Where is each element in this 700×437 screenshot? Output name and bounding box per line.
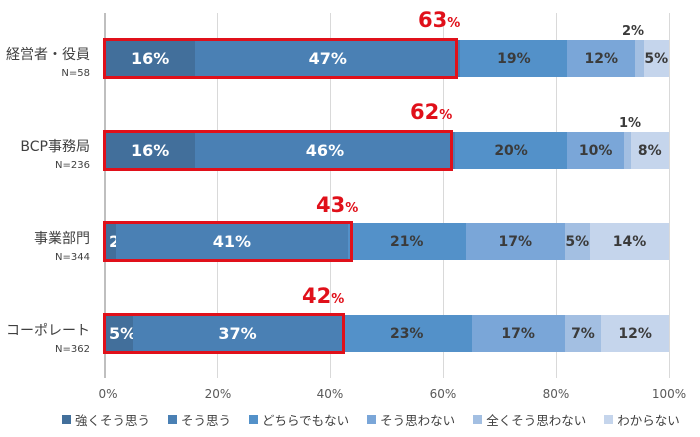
sample-size: N=344 [55, 252, 90, 263]
segment-unknown: 5% [643, 40, 669, 77]
row-label-business-units: 事業部門 N=344 [34, 231, 90, 264]
x-tick-100: 100% [651, 387, 687, 401]
legend-swatch-icon [367, 415, 377, 424]
legend-item-neutral: どちらでもない [249, 410, 349, 429]
bar-business-units: 2% 41% 21% 17% 5% 14% [105, 223, 669, 260]
legend-swatch-icon [604, 415, 614, 424]
segment-strongly-disagree [623, 132, 631, 169]
segment-strongly-disagree: 5% [564, 223, 590, 260]
segment-neutral: 20% [454, 132, 568, 169]
category-name: 経営者・役員 [6, 47, 90, 63]
segment-strongly-agree: 2% [105, 223, 136, 260]
segment-disagree: 10% [567, 132, 624, 169]
segment-unknown: 8% [630, 132, 669, 169]
y-axis-line [104, 13, 106, 378]
legend-item-agree: そう思う [168, 410, 231, 429]
legend-item-disagree: そう思わない [367, 410, 455, 429]
legend: 強くそう思う そう思う どちらでもない そう思わない 全くそう思わない わからな… [62, 410, 680, 429]
gridline-20 [217, 13, 218, 378]
row-label-executives: 経営者・役員 N=58 [6, 47, 90, 80]
total-annotation-business-units: 43% [316, 193, 359, 217]
gridline-80 [556, 13, 557, 378]
segment-strongly-agree: 16% [105, 132, 196, 169]
legend-swatch-icon [62, 415, 71, 424]
legend-swatch-icon [168, 415, 178, 424]
x-tick-0: 0% [98, 387, 118, 401]
category-name: 事業部門 [34, 231, 90, 247]
row-label-corporate: コーポレート N=362 [6, 323, 90, 356]
row-label-bcp-office: BCP事務局 N=236 [20, 139, 90, 172]
sample-size: N=362 [55, 344, 90, 355]
legend-swatch-icon [473, 415, 483, 424]
x-tick-60: 60% [429, 387, 457, 401]
segment-strongly-agree: 5% [105, 315, 136, 352]
segment-disagree: 17% [465, 223, 565, 260]
segment-neutral: 21% [347, 223, 466, 260]
gridline-60 [443, 13, 444, 378]
small-segment-label: 2% [622, 24, 645, 39]
segment-disagree: 12% [567, 40, 636, 77]
bar-bcp-office: 16% 46% 20% 10% 8% [105, 132, 669, 169]
legend-item-strongly-agree: 強くそう思う [62, 410, 150, 429]
x-tick-80: 80% [542, 387, 570, 401]
segment-disagree: 17% [471, 315, 565, 352]
segment-agree: 47% [195, 40, 461, 77]
legend-swatch-icon [249, 415, 259, 424]
legend-item-strongly-disagree: 全くそう思わない [473, 410, 586, 429]
total-annotation-executives: 63% [418, 8, 461, 32]
segment-agree: 41% [116, 223, 348, 260]
segment-strongly-disagree [635, 40, 644, 77]
total-annotation-bcp-office: 62% [410, 100, 453, 124]
segment-unknown: 12% [601, 315, 669, 352]
x-tick-40: 40% [316, 387, 344, 401]
segment-neutral: 23% [341, 315, 472, 352]
gridline-40 [330, 13, 331, 378]
category-name: BCP事務局 [20, 139, 90, 155]
small-segment-label: 1% [619, 116, 642, 131]
legend-item-unknown: わからない [604, 410, 680, 429]
segment-agree: 37% [133, 315, 342, 352]
x-tick-20: 20% [204, 387, 232, 401]
bar-executives: 16% 47% 19% 12% 5% [105, 40, 669, 77]
segment-strongly-agree: 16% [105, 40, 196, 77]
segment-neutral: 19% [460, 40, 568, 77]
gridline-100 [669, 13, 670, 378]
segment-agree: 46% [195, 132, 455, 169]
segment-strongly-disagree: 7% [564, 315, 602, 352]
sample-size: N=58 [61, 68, 90, 79]
segment-unknown: 14% [590, 223, 669, 260]
sample-size: N=236 [55, 160, 90, 171]
total-annotation-corporate: 42% [302, 284, 345, 308]
category-name: コーポレート [6, 323, 90, 339]
bar-corporate: 5% 37% 23% 17% 7% 12% [105, 315, 669, 352]
